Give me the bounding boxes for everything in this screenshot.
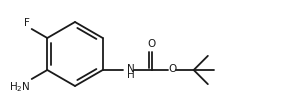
Text: F: F [24,18,30,28]
Text: N: N [127,64,134,74]
Text: H$_2$N: H$_2$N [9,80,31,94]
Text: O: O [147,39,156,49]
Text: H: H [127,71,134,80]
Text: O: O [169,64,177,74]
